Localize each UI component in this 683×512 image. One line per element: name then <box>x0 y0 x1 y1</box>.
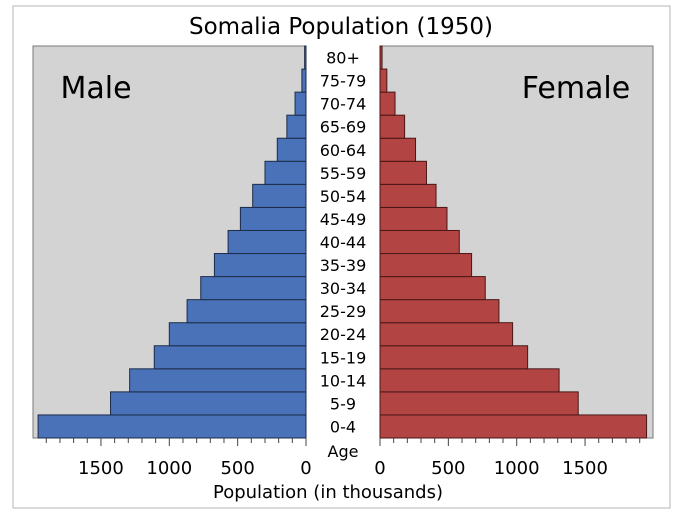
x-axis-ticks: 1500 1000 500 0 0 500 1000 1500 <box>45 438 641 479</box>
age-label-10-14: 10-14 <box>320 371 367 390</box>
female-x-tick-label: 1000 <box>494 458 540 479</box>
age-label-0-4: 0-4 <box>330 417 356 436</box>
male-bar-80+ <box>304 45 307 70</box>
female-bar-70-74 <box>379 91 396 116</box>
age-axis-label: Age <box>328 442 359 461</box>
x-axis-label: Population (in thousands) <box>213 482 443 503</box>
male-bars <box>37 45 307 439</box>
age-label-35-39: 35-39 <box>320 256 367 275</box>
female-bar-15-19 <box>379 345 529 370</box>
male-x-tick-label: 500 <box>220 458 254 479</box>
female-x-tick-label: 0 <box>374 458 385 479</box>
male-bar-25-29 <box>186 299 307 324</box>
female-bar-30-34 <box>379 276 486 301</box>
female-bar-10-14 <box>379 368 560 393</box>
male-x-tick-label: 0 <box>300 458 311 479</box>
chart-title: Somalia Population (1950) <box>189 14 493 40</box>
age-label-20-24: 20-24 <box>320 325 367 344</box>
age-label-30-34: 30-34 <box>320 279 367 298</box>
female-bar-25-29 <box>379 299 500 324</box>
age-label-80+: 80+ <box>326 49 360 68</box>
male-bar-35-39 <box>213 253 307 278</box>
age-label-60-64: 60-64 <box>320 141 367 160</box>
female-bar-20-24 <box>379 322 514 347</box>
female-bar-60-64 <box>379 137 417 162</box>
female-bar-75-79 <box>379 68 388 93</box>
age-label-45-49: 45-49 <box>320 210 367 229</box>
male-bar-30-34 <box>200 276 307 301</box>
male-bar-45-49 <box>239 206 307 231</box>
age-label-55-59: 55-59 <box>320 164 367 183</box>
male-bar-40-44 <box>227 229 307 255</box>
age-label-40-44: 40-44 <box>320 233 367 252</box>
male-bar-65-69 <box>286 114 307 139</box>
male-bar-70-74 <box>294 91 307 116</box>
female-bar-50-54 <box>379 183 437 208</box>
female-bar-80+ <box>379 45 383 70</box>
male-x-tick-label: 1500 <box>78 458 124 479</box>
male-bar-15-19 <box>153 345 307 370</box>
age-labels: 0-4 5-9 10-14 15-19 20-24 25-29 30-34 35-39 40-4… <box>320 49 367 437</box>
age-label-15-19: 15-19 <box>320 348 367 367</box>
female-label: Female <box>522 71 630 106</box>
age-label-25-29: 25-29 <box>320 302 367 321</box>
male-x-tick-label: 1000 <box>146 458 192 479</box>
female-bar-0-4 <box>379 414 648 439</box>
male-bar-50-54 <box>252 183 307 208</box>
female-x-tick-label: 500 <box>431 458 465 479</box>
female-bar-35-39 <box>379 253 473 278</box>
age-label-65-69: 65-69 <box>320 118 367 137</box>
female-bar-5-9 <box>379 391 579 416</box>
age-label-75-79: 75-79 <box>320 72 367 91</box>
male-bar-5-9 <box>110 391 307 416</box>
male-bar-10-14 <box>129 368 307 393</box>
female-bars <box>379 45 648 439</box>
female-bar-45-49 <box>379 206 448 231</box>
female-bar-40-44 <box>379 229 460 255</box>
male-bar-55-59 <box>264 160 307 185</box>
male-bar-20-24 <box>168 322 307 347</box>
female-x-tick-label: 1500 <box>562 458 608 479</box>
age-label-5-9: 5-9 <box>330 394 356 413</box>
female-bar-65-69 <box>379 114 406 139</box>
age-label-50-54: 50-54 <box>320 187 367 206</box>
female-bar-55-59 <box>379 160 427 185</box>
male-bar-60-64 <box>276 137 307 162</box>
male-label: Male <box>60 71 131 106</box>
male-bar-75-79 <box>301 68 307 93</box>
male-bar-0-4 <box>37 414 307 439</box>
age-label-70-74: 70-74 <box>320 95 367 114</box>
